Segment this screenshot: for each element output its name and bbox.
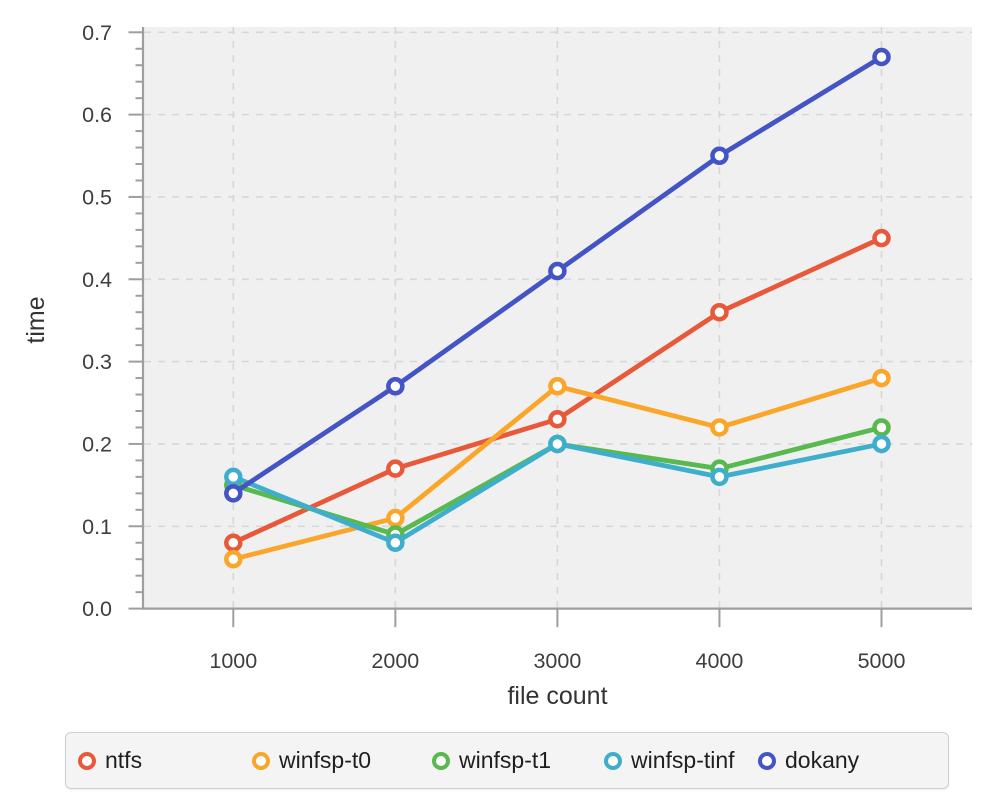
y-axis-tick-label: 0.0 xyxy=(82,597,112,621)
data-point-winfsp-t0 xyxy=(710,418,729,437)
x-axis-tick-label: 1000 xyxy=(209,649,257,673)
data-point-ntfs xyxy=(224,533,243,552)
legend-label-winfsp-t1: winfsp-t1 xyxy=(459,747,552,773)
data-point-winfsp-t0 xyxy=(224,549,243,569)
y-axis-tick-label: 0.7 xyxy=(82,21,112,45)
legend-marker-dokany-icon xyxy=(758,751,776,770)
y-axis-tick-label: 0.2 xyxy=(82,432,112,456)
x-axis-tick-label: 3000 xyxy=(533,649,581,673)
legend-marker-winfsp-t0-icon xyxy=(252,751,270,770)
plot-area xyxy=(144,27,972,609)
data-point-winfsp-tinf xyxy=(872,434,891,454)
x-axis-tick-label: 4000 xyxy=(696,649,744,673)
data-point-ntfs xyxy=(872,228,891,248)
y-axis-tick-label: 0.5 xyxy=(82,185,112,209)
legend-item-ntfs: ntfs xyxy=(78,733,142,788)
legend-item-winfsp-tinf: winfsp-tinf xyxy=(604,733,735,788)
legend-label-ntfs: ntfs xyxy=(105,747,143,773)
legend-label-winfsp-tinf: winfsp-tinf xyxy=(631,747,735,773)
data-point-ntfs xyxy=(548,409,567,429)
legend-item-dokany: dokany xyxy=(758,733,859,788)
y-axis-tick-label: 0.1 xyxy=(82,515,112,539)
data-point-dokany xyxy=(224,484,243,503)
data-point-dokany xyxy=(872,47,891,67)
data-point-winfsp-tinf xyxy=(548,434,567,454)
data-point-ntfs xyxy=(710,302,729,322)
data-point-winfsp-tinf xyxy=(386,533,405,552)
data-point-winfsp-t0 xyxy=(386,508,405,528)
legend-marker-winfsp-t1-icon xyxy=(432,751,450,770)
y-axis-tick-label: 0.4 xyxy=(82,268,112,292)
data-point-winfsp-tinf xyxy=(710,467,729,487)
data-point-winfsp-t0 xyxy=(548,377,567,396)
data-point-winfsp-t0 xyxy=(872,368,891,388)
data-point-dokany xyxy=(386,377,405,396)
legend-marker-winfsp-tinf-icon xyxy=(604,751,622,770)
x-axis-title: file count xyxy=(507,682,607,710)
y-axis-tick-label: 0.3 xyxy=(82,350,112,374)
y-axis-tick-label: 0.6 xyxy=(82,103,112,127)
data-point-ntfs xyxy=(386,459,405,478)
data-point-dokany xyxy=(548,261,567,281)
data-point-dokany xyxy=(710,146,729,166)
data-point-winfsp-t1 xyxy=(872,418,891,437)
legend-marker-ntfs-icon xyxy=(78,751,96,770)
legend-label-winfsp-t0: winfsp-t0 xyxy=(279,747,372,773)
legend-item-winfsp-t0: winfsp-t0 xyxy=(252,733,371,788)
legend-item-winfsp-t1: winfsp-t1 xyxy=(432,733,551,788)
x-axis-tick-label: 5000 xyxy=(858,649,906,673)
y-axis-title: time xyxy=(22,296,50,343)
x-axis-tick-label: 2000 xyxy=(371,649,419,673)
legend-label-dokany: dokany xyxy=(785,747,860,773)
data-point-winfsp-tinf xyxy=(224,467,243,487)
legend: ntfs winfsp-t0 winfsp-t1 winfsp-tinf dok… xyxy=(65,732,949,789)
